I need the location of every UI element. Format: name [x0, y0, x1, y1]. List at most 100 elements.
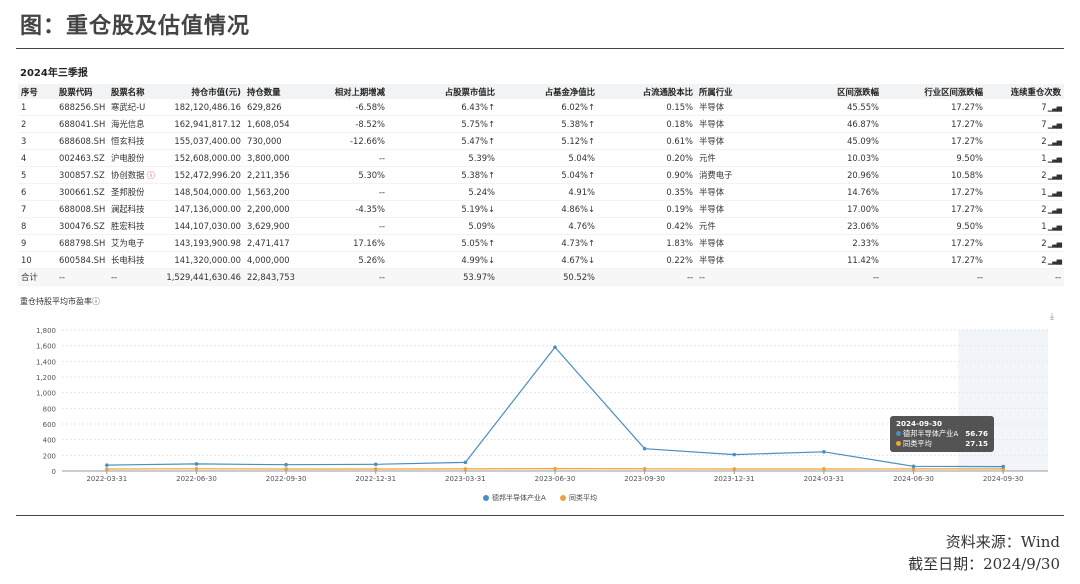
cell-times: 2 ▁▃▅ [986, 251, 1064, 269]
x-tick-label: 2022-06-30 [176, 475, 217, 483]
x-tick-label: 2024-09-30 [983, 475, 1024, 483]
table-row[interactable]: 9 688798.SH 艾为电子 143,193,900.98 2,471,417 17.… [18, 234, 1064, 252]
cell-period-return: -- [792, 268, 882, 286]
y-tick-label: 1,600 [36, 343, 56, 351]
cell-industry-return: 17.27% [882, 234, 986, 252]
col-header-times[interactable]: 连续重仓次数 [986, 84, 1064, 99]
bar-chart-icon[interactable]: ▁▃▅ [1046, 172, 1062, 180]
table-row[interactable]: 10 600584.SH 长电科技 141,320,000.00 4,000,000 5.… [18, 251, 1064, 269]
bar-chart-icon[interactable]: ▁▃▅ [1046, 257, 1062, 265]
col-header-industry[interactable]: 所属行业 [696, 84, 792, 99]
cell-value: 155,037,400.00 [162, 132, 244, 150]
cell-name: 海光信息 [108, 115, 162, 133]
cell-change: 17.16% [302, 234, 388, 252]
cell-no: 3 [18, 132, 56, 150]
cell-industry-return: 17.27% [882, 200, 986, 218]
data-point-series-1 [822, 450, 826, 454]
col-header-float-pct[interactable]: 占流通股本比 [598, 84, 696, 99]
col-header-no[interactable]: 序号 [18, 84, 56, 99]
bar-chart-icon[interactable]: ▁▃▅ [1046, 104, 1062, 112]
cell-change: -- [302, 217, 388, 235]
cell-value: 148,504,000.00 [162, 183, 244, 201]
cell-industry: 半导体 [696, 234, 792, 252]
table-row[interactable]: 6 300661.SZ 圣邦股份 148,504,000.00 1,563,200 -- 5… [18, 183, 1064, 201]
y-tick-label: 0 [52, 468, 56, 476]
cell-float-pct: 0.22% [598, 251, 696, 269]
col-header-industry-return[interactable]: 行业区间涨跌幅 [882, 84, 986, 99]
bar-chart-icon[interactable]: ▁▃▅ [1046, 121, 1062, 129]
cell-value: 162,941,817.12 [162, 115, 244, 133]
table-row[interactable]: 7 688008.SH 澜起科技 147,136,000.00 2,200,000 -4.… [18, 200, 1064, 218]
bar-chart-icon[interactable]: ▁▃▅ [1046, 206, 1062, 214]
cell-change: 5.26% [302, 251, 388, 269]
cell-period-return: 46.87% [792, 115, 882, 133]
data-point-series-1 [1001, 464, 1005, 469]
series-line-1 [106, 346, 1004, 468]
col-header-value[interactable]: 持仓市值(元) [162, 84, 244, 99]
col-header-qty[interactable]: 持仓数量 [244, 84, 302, 99]
cell-qty: 2,200,000 [244, 200, 302, 218]
cell-nav-pct: 4.73%↑ [498, 234, 598, 252]
cell-period-return: 17.00% [792, 200, 882, 218]
y-tick-label: 1,800 [36, 327, 56, 335]
legend-item-series1[interactable]: 德邦半导体产业A [482, 493, 546, 503]
table-total-row[interactable]: 合计 -- -- 1,529,441,630.46 22,843,753 -- 53.97%… [18, 268, 1064, 286]
bar-chart-icon[interactable]: ▁▃▅ [1046, 155, 1062, 163]
cell-qty: 3,800,000 [244, 149, 302, 167]
info-icon[interactable]: ⓘ [92, 297, 100, 306]
bar-chart-icon[interactable]: ▁▃▅ [1046, 138, 1062, 146]
cell-period-return: 23.06% [792, 217, 882, 235]
cell-times: 2 ▁▃▅ [986, 132, 1064, 150]
download-icon[interactable]: ⤓ [1050, 312, 1054, 322]
cell-change: -8.52% [302, 115, 388, 133]
table-row[interactable]: 5 300857.SZ 协创数据 ⓘ 152,472,996.20 2,211,356 5… [18, 166, 1064, 184]
data-point-series-2 [463, 467, 468, 471]
x-tick-label: 2023-09-30 [624, 475, 665, 483]
cell-times: 1 ▁▃▅ [986, 183, 1064, 201]
cell-industry-return: 17.27% [882, 99, 986, 116]
col-header-change[interactable]: 相对上期增减 [302, 84, 388, 99]
cell-no: 6 [18, 183, 56, 201]
top-divider [16, 48, 1064, 49]
cell-no: 7 [18, 200, 56, 218]
cell-name: 协创数据 ⓘ [108, 166, 162, 184]
cell-period-return: 45.09% [792, 132, 882, 150]
cell-industry: 半导体 [696, 183, 792, 201]
cell-name: 圣邦股份 [108, 183, 162, 201]
cell-nav-pct: 6.02%↑ [498, 99, 598, 116]
table-row[interactable]: 3 688608.SH 恒玄科技 155,037,400.00 730,000 -12.6… [18, 132, 1064, 150]
cell-qty: 2,211,356 [244, 166, 302, 184]
bar-chart-icon[interactable]: ▁▃▅ [1046, 240, 1062, 248]
cell-times: 2 ▁▃▅ [986, 166, 1064, 184]
cell-times: -- [986, 268, 1064, 286]
cell-code: 688798.SH [56, 234, 108, 252]
cell-industry: 元件 [696, 149, 792, 167]
cell-value: 144,107,030.00 [162, 217, 244, 235]
cell-stock-pct: 5.24% [388, 183, 498, 201]
col-header-stock-pct[interactable]: 占股票市值比 [388, 84, 498, 99]
table-row[interactable]: 2 688041.SH 海光信息 162,941,817.12 1,608,054 -8.… [18, 115, 1064, 133]
chart-legend: 德邦半导体产业A 同类平均 [0, 493, 1080, 503]
table-row[interactable]: 8 300476.SZ 胜宏科技 144,107,030.00 3,629,900 -- 5… [18, 217, 1064, 235]
cell-change: -- [302, 268, 388, 286]
bar-chart-icon[interactable]: ▁▃▅ [1046, 223, 1062, 231]
col-header-name[interactable]: 股票名称 [108, 84, 162, 99]
table-row[interactable]: 1 688256.SH 寒武纪-U 182,120,486.16 629,826 -6.5… [18, 99, 1064, 116]
info-icon[interactable]: ⓘ [144, 171, 156, 180]
cell-stock-pct: 6.43%↑ [388, 99, 498, 116]
cell-stock-pct: 5.47%↑ [388, 132, 498, 150]
cell-industry: -- [696, 268, 792, 286]
cell-no: 合计 [18, 268, 56, 286]
bar-chart-icon[interactable]: ▁▃▅ [1046, 189, 1062, 197]
col-header-code[interactable]: 股票代码 [56, 84, 108, 99]
legend-item-series2[interactable]: 同类平均 [560, 493, 597, 503]
cell-float-pct: 0.19% [598, 200, 696, 218]
data-point-series-1 [373, 462, 378, 467]
cell-industry-return: 9.50% [882, 217, 986, 235]
cell-value: 141,320,000.00 [162, 251, 244, 269]
col-header-period-return[interactable]: 区间涨跌幅 [792, 84, 882, 99]
table-row[interactable]: 4 002463.SZ 沪电股份 152,608,000.00 3,800,000 -- 5… [18, 149, 1064, 167]
col-header-nav-pct[interactable]: 占基金净值比 [498, 84, 598, 99]
cell-code: 688008.SH [56, 200, 108, 218]
cell-industry: 元件 [696, 217, 792, 235]
